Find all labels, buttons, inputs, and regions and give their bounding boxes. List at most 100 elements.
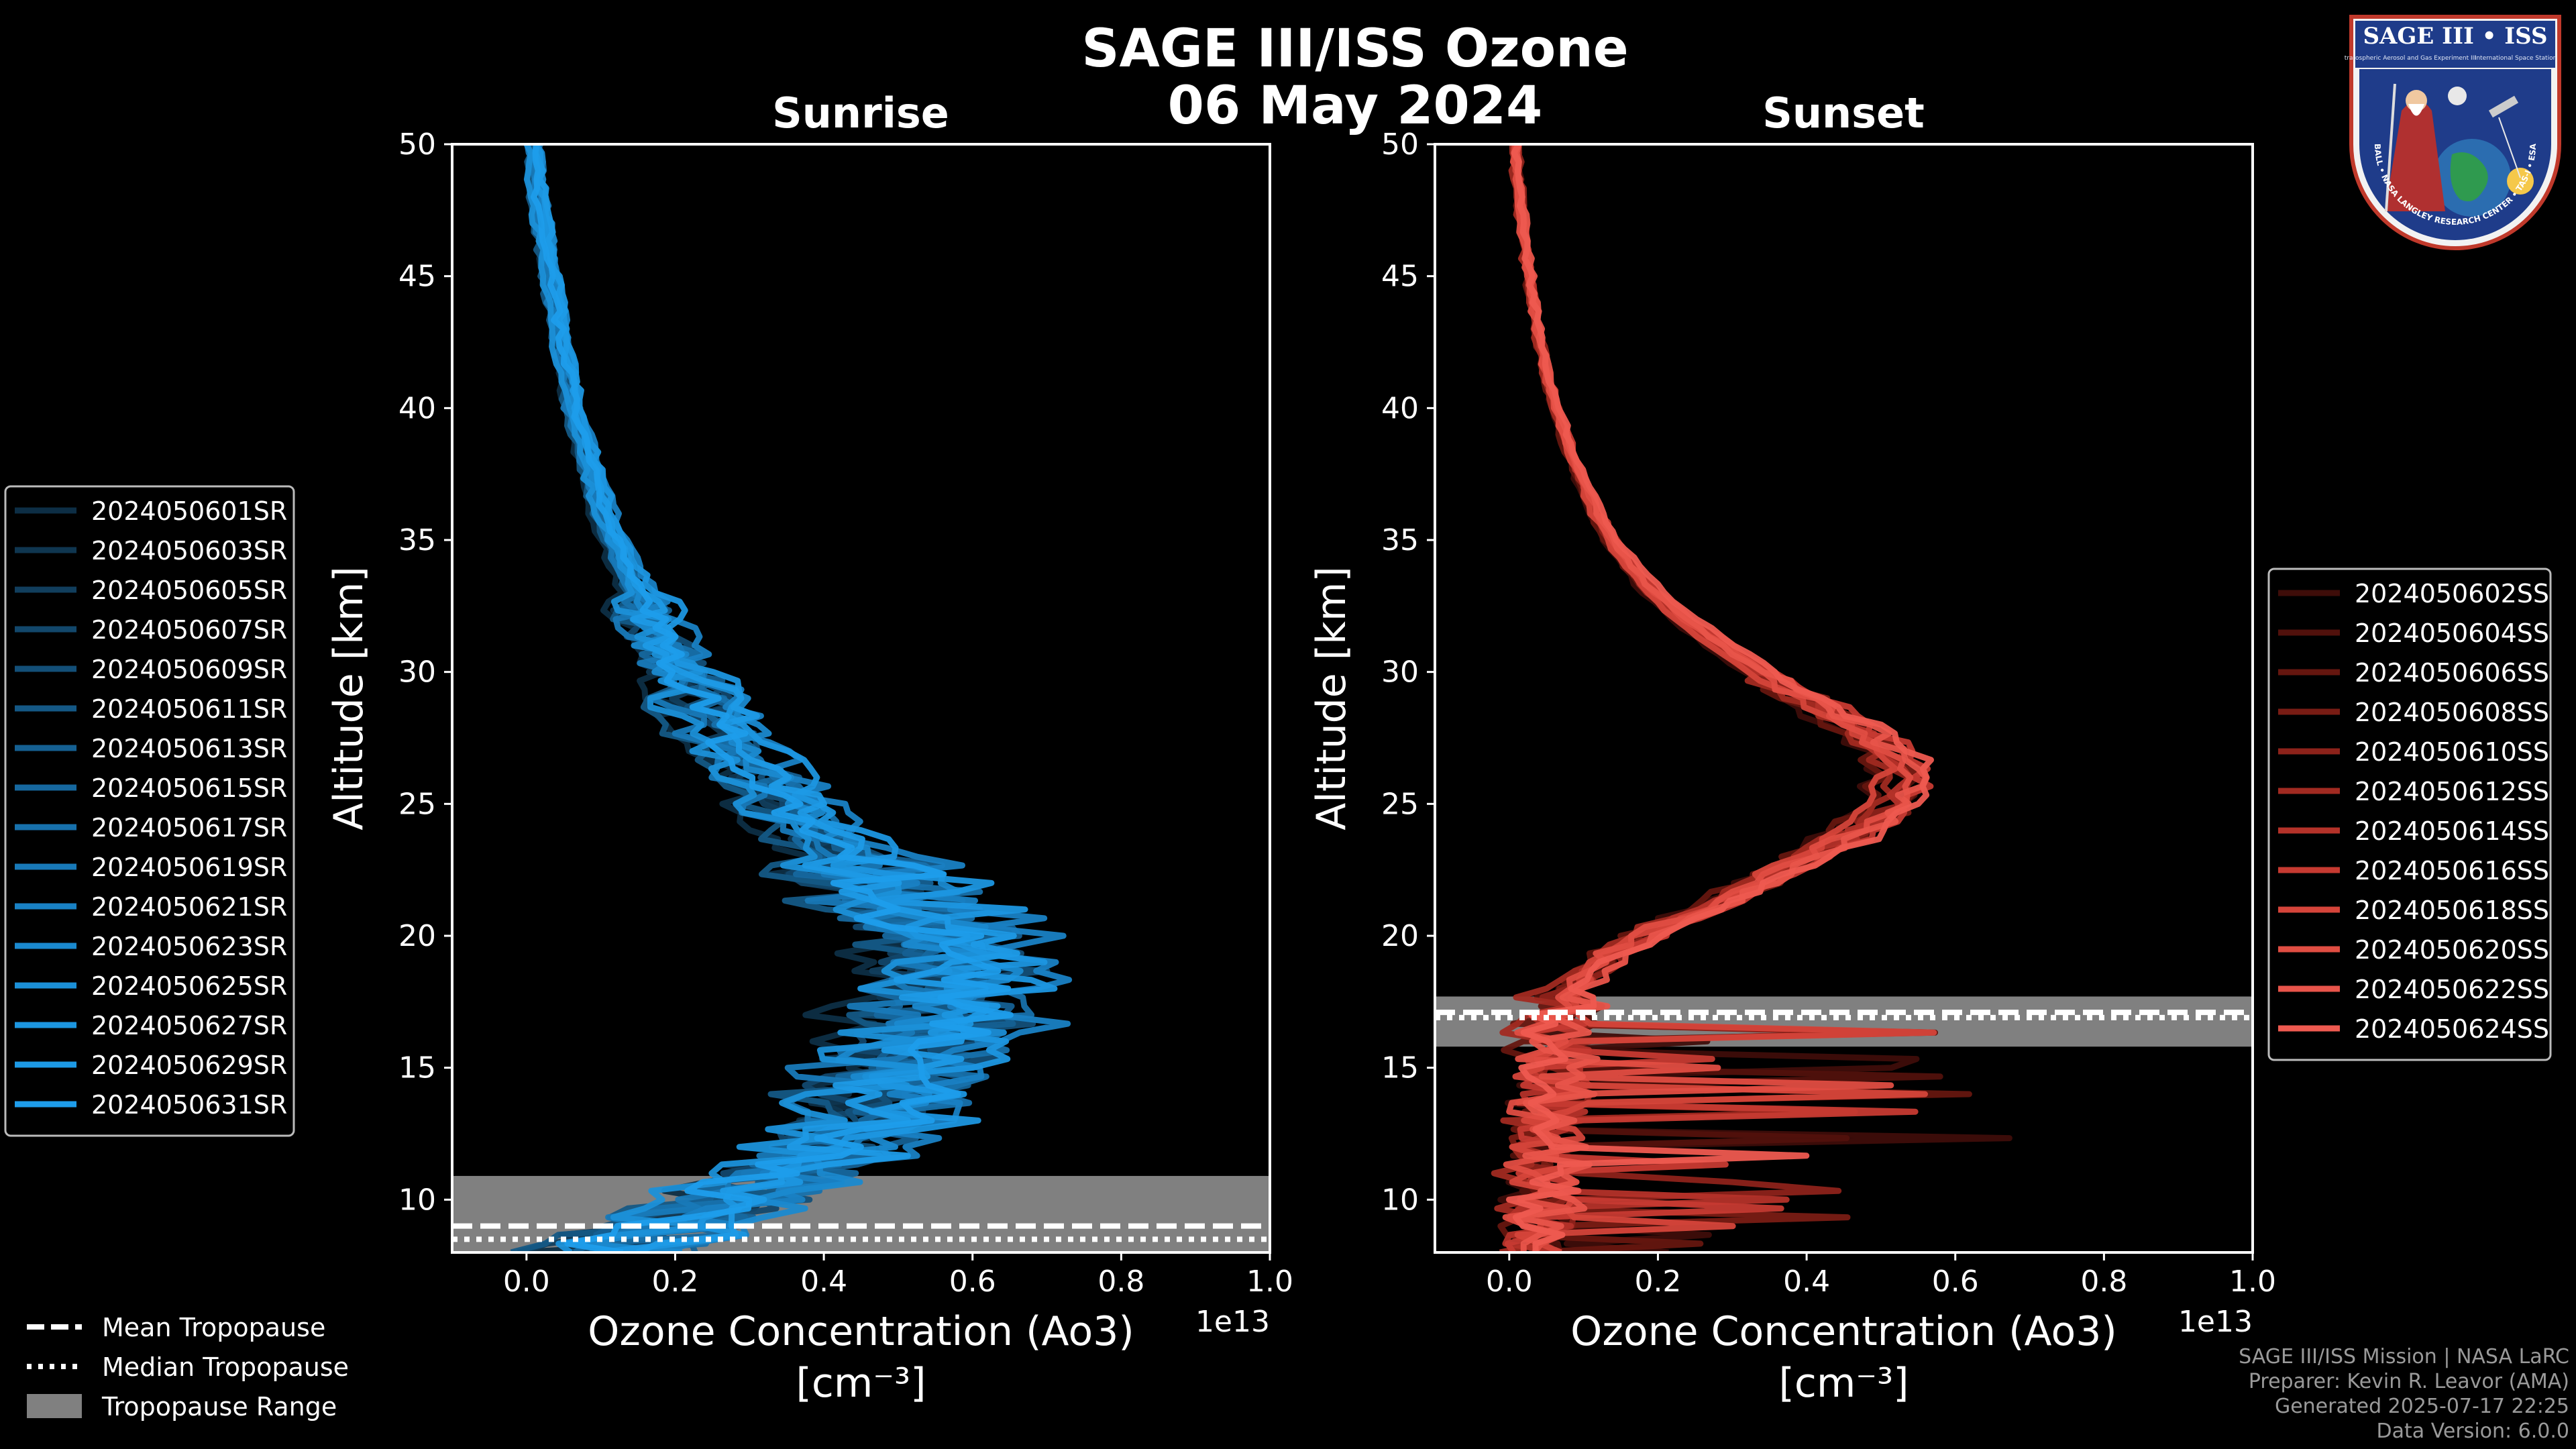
figure-title-line2: 06 May 2024	[1167, 76, 1543, 136]
legend-label: 2024050623SR	[91, 932, 287, 961]
badge-sun-icon	[2507, 168, 2534, 195]
legend-sunrise: 2024050601SR 2024050603SR 2024050605SR 2024…	[4, 485, 295, 1137]
legend-label: 2024050624SS	[2355, 1014, 2549, 1044]
x-tick-label: 0.2	[1634, 1265, 1681, 1299]
legend-box	[4, 485, 295, 1137]
y-axis-label: Altitude [km]	[1308, 566, 1355, 830]
footer-line: Generated 2025-07-17 22:25	[2274, 1395, 2569, 1418]
x-tick-label: 0.4	[1783, 1265, 1830, 1299]
legend-label: 2024050631SR	[91, 1090, 287, 1120]
x-axis-label: Ozone Concentration (Ao3)	[588, 1308, 1134, 1355]
legend-label: 2024050606SS	[2355, 658, 2549, 688]
x-axis-label: Ozone Concentration (Ao3)	[1570, 1308, 2117, 1355]
legend-label: 2024050612SS	[2355, 777, 2549, 806]
y-tick-label: 45	[398, 260, 436, 294]
y-axis-label: Altitude [km]	[325, 566, 372, 830]
y-tick-label: 10	[398, 1183, 436, 1217]
legend-label: Mean Tropopause	[102, 1313, 325, 1342]
badge-subtitle: Stratospheric Aerosol and Gas Experiment…	[2345, 55, 2476, 62]
legend-label: Tropopause Range	[101, 1392, 337, 1421]
legend-label: 2024050608SS	[2355, 698, 2549, 727]
legend-label: 2024050619SR	[91, 853, 287, 882]
legend-label: Median Tropopause	[102, 1352, 349, 1382]
x-multiplier: 1e13	[1195, 1305, 1270, 1339]
legend-tropopause: Mean Tropopause Median Tropopause Tropopau…	[27, 1313, 349, 1421]
footer-line: SAGE III/ISS Mission | NASA LaRC	[2239, 1345, 2569, 1368]
y-tick-label: 25	[1381, 787, 1419, 821]
badge-iss-icon	[2488, 95, 2519, 118]
y-tick-label: 40	[1381, 391, 1419, 425]
panel-sunset: 0.0 0.2 0.4 0.6 0.8 1.0 10 15 20 25 30 35 40 45 50 1e13…	[1308, 89, 2276, 1407]
y-tick-label: 15	[398, 1051, 436, 1085]
legend-swatch-tropopause-range	[27, 1394, 82, 1418]
panel-title: Sunrise	[772, 89, 949, 138]
legend-label: 2024050625SR	[91, 971, 287, 1001]
y-tick-label: 50	[1381, 127, 1419, 162]
legend-label: 2024050603SR	[91, 536, 287, 566]
y-tick-label: 35	[398, 523, 436, 557]
legend-label: 2024050609SR	[91, 655, 287, 684]
y-tick-label: 15	[1381, 1051, 1419, 1085]
legend-label: 2024050627SR	[91, 1011, 287, 1040]
y-tick-label: 45	[1381, 260, 1419, 294]
profile-line-2024050627SR	[533, 144, 1058, 1252]
legend-sunset: 2024050602SS 2024050604SS 2024050606SS 2024…	[2267, 568, 2552, 1061]
legend-label: 2024050622SS	[2355, 975, 2549, 1004]
legend-label: 2024050615SR	[91, 773, 287, 803]
legend-label: 2024050621SR	[91, 892, 287, 922]
footer-line: Data Version: 6.0.0	[2376, 1419, 2569, 1443]
panel-title: Sunset	[1762, 89, 1925, 138]
x-tick-label: 0.6	[949, 1265, 996, 1299]
figure-title-line1: SAGE III/ISS Ozone	[1081, 19, 1629, 79]
legend-label: 2024050607SR	[91, 615, 287, 645]
legend-label: 2024050614SS	[2355, 816, 2549, 846]
x-axis-unit: [cm⁻³]	[1779, 1360, 1909, 1407]
y-tick-label: 30	[398, 655, 436, 690]
legend-label: 2024050613SR	[91, 734, 287, 763]
footer-line: Preparer: Kevin R. Leavor (AMA)	[2248, 1370, 2569, 1393]
sage-iii-iss-mission-badge: SAGE III • ISS Stratospheric Aerosol and…	[2341, 10, 2566, 258]
y-tick-label: 25	[398, 787, 436, 821]
legend-label: 2024050610SS	[2355, 737, 2549, 767]
profile-line-2024050624SS	[1506, 144, 1934, 1252]
y-tick-label: 35	[1381, 523, 1419, 557]
panel-sunrise: 0.0 0.2 0.4 0.6 0.8 1.0 10 15 20 25 30 35 40 45 50 1e13…	[325, 89, 1293, 1407]
badge-moon-icon	[2448, 87, 2467, 105]
x-tick-label: 0.8	[1097, 1265, 1144, 1299]
x-tick-label: 0.0	[1486, 1265, 1533, 1299]
legend-label: 2024050618SS	[2355, 896, 2549, 925]
plot-area	[1435, 144, 2253, 1252]
y-tick-label: 10	[1381, 1183, 1419, 1217]
legend-label: 2024050629SR	[91, 1051, 287, 1080]
legend-label: 2024050620SS	[2355, 935, 2549, 965]
x-tick-label: 1.0	[2229, 1265, 2276, 1299]
badge-iss-label: International Space Station	[2475, 55, 2557, 62]
x-tick-label: 0.0	[503, 1265, 550, 1299]
y-tick-label: 20	[398, 919, 436, 953]
plot-area	[452, 144, 1270, 1252]
legend-box	[2267, 568, 2552, 1061]
y-tick-label: 50	[398, 127, 436, 162]
legend-label: 2024050604SS	[2355, 619, 2549, 648]
legend-label: 2024050605SR	[91, 576, 287, 605]
x-tick-label: 0.2	[651, 1265, 698, 1299]
profile-line-2024050621SR	[531, 144, 1073, 1252]
legend-label: 2024050617SR	[91, 813, 287, 843]
profile-line-2024050617SR	[528, 144, 1035, 1252]
x-tick-label: 1.0	[1246, 1265, 1293, 1299]
x-axis-unit: [cm⁻³]	[796, 1360, 926, 1407]
y-tick-label: 40	[398, 391, 436, 425]
x-tick-label: 0.6	[1932, 1265, 1979, 1299]
legend-label: 2024050611SR	[91, 694, 287, 724]
axes-frame	[451, 143, 1271, 1254]
x-tick-label: 0.4	[800, 1265, 847, 1299]
y-tick-label: 20	[1381, 919, 1419, 953]
x-multiplier: 1e13	[2178, 1305, 2253, 1339]
badge-title: SAGE III • ISS	[2363, 23, 2547, 50]
legend-label: 2024050602SS	[2355, 579, 2549, 608]
badge-robed-figure-icon	[2385, 101, 2445, 211]
x-tick-label: 0.8	[2080, 1265, 2127, 1299]
legend-label: 2024050616SS	[2355, 856, 2549, 885]
y-tick-label: 30	[1381, 655, 1419, 690]
